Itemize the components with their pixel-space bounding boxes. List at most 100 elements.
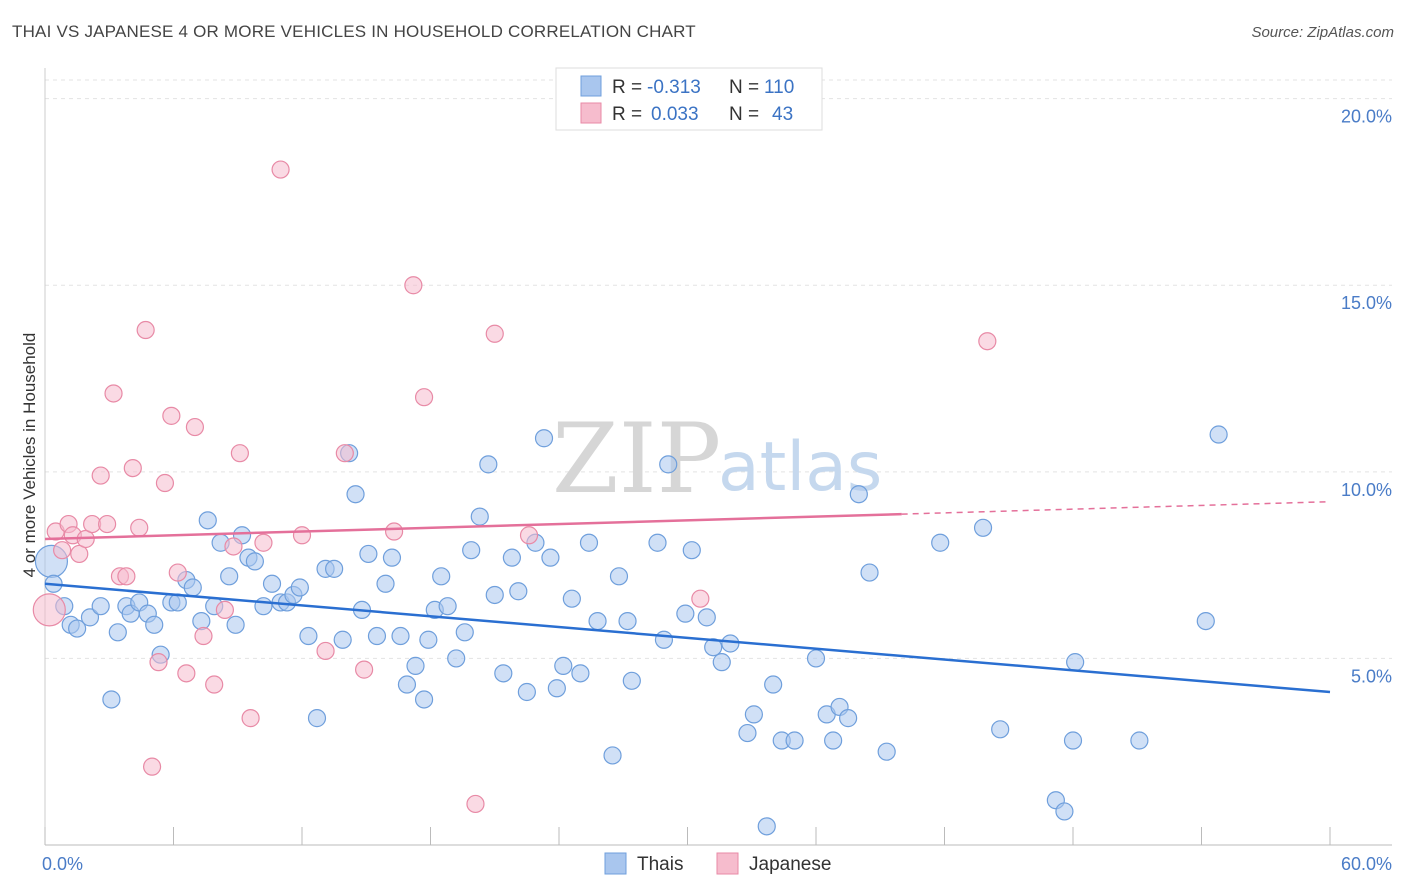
data-point-japanese [355,660,374,679]
data-point-japanese [32,593,66,627]
data-point-thais [367,626,387,646]
data-point-thais [839,709,858,728]
data-point-japanese [91,466,110,485]
data-point-japanese [162,406,181,425]
legend-n-label-thais: N = [729,77,759,98]
data-point-thais [517,682,536,702]
data-point-thais [494,664,513,683]
data-point-thais [376,574,395,593]
trend-line-japanese [44,512,902,541]
data-point-thais [333,630,352,649]
data-point-japanese [123,458,142,478]
data-point-thais [108,623,127,642]
data-point-thais [226,615,245,634]
data-point-japanese [98,514,117,534]
data-point-thais [290,578,309,597]
data-point-thais [785,731,804,750]
data-point-thais [479,455,498,474]
data-point-thais [91,597,110,616]
x-tick-label-max: 60.0% [1341,854,1392,874]
y-tick-label: 5.0% [1351,666,1392,686]
data-point-thais [622,671,641,690]
data-point-thais [659,455,678,474]
data-point-thais [764,675,783,694]
data-point-thais [682,541,701,560]
data-point-japanese [215,600,234,620]
legend-n-value-japanese: 43 [772,104,793,125]
data-point-japanese [335,444,354,463]
data-point-thais [299,626,318,646]
data-point-thais [806,649,826,668]
data-point-japanese [117,567,136,586]
legend-r-label-japanese: R = [612,104,642,125]
data-point-thais [721,634,740,653]
data-point-thais [579,533,599,552]
data-point-thais [391,626,410,646]
data-point-thais [738,723,757,743]
data-point-thais [991,720,1010,739]
data-point-thais [145,615,164,634]
data-point-thais [603,746,622,765]
data-point-thais [609,567,629,586]
data-point-thais [432,567,451,586]
legend-n-label-japanese: N = [729,104,759,125]
data-point-japanese [485,324,504,343]
data-point-thais [676,604,695,623]
series-swatch-japanese [716,852,739,875]
data-point-thais [414,690,434,709]
data-point-thais [704,638,723,657]
legend-r-value-thais: -0.313 [647,77,701,98]
data-point-japanese [254,533,273,552]
data-point-thais [860,563,879,582]
series-swatch-thais [604,852,627,875]
data-point-thais [254,597,273,616]
data-point-japanese [691,589,710,608]
data-point-thais [470,507,489,526]
data-point-thais [447,649,466,668]
trend-line-thais [44,582,1331,694]
data-point-thais [502,548,521,567]
data-point-japanese [384,522,404,541]
data-point-japanese [104,384,123,403]
data-point-thais [509,582,528,601]
correlation-legend: R = -0.313 N = 110 R = 0.033 N = 43 [555,67,823,131]
y-axis-label: 4 or more Vehicles in Household [20,333,39,578]
data-points [32,160,1228,836]
y-tick-label: 15.0% [1341,293,1392,313]
data-point-thais [80,608,100,627]
y-tick-label: 10.0% [1341,480,1392,500]
data-point-thais [397,675,417,694]
data-point-thais [1055,802,1074,821]
legend-swatch-japanese [580,102,602,124]
chart-source: Source: ZipAtlas.com [1251,24,1394,41]
data-point-japanese [168,563,187,582]
data-point-japanese [194,626,213,646]
data-point-japanese [224,537,243,556]
data-point-thais [438,597,457,616]
data-point-thais [973,518,993,537]
data-point-thais [325,559,344,578]
data-point-thais [183,578,202,597]
axes [44,68,1392,846]
data-point-thais [1196,611,1215,631]
legend-r-label-thais: R = [612,77,642,98]
series-label-japanese: Japanese [749,854,831,875]
data-point-thais [1130,731,1149,750]
data-point-thais [198,511,217,530]
data-point-thais [554,656,573,675]
data-point-japanese [241,709,260,728]
data-point-thais [359,544,378,564]
data-point-thais [712,653,731,672]
data-point-japanese [466,794,485,814]
data-point-thais [654,630,674,649]
data-point-japanese [136,320,155,340]
data-point-thais [455,623,474,642]
data-point-thais [541,548,560,567]
data-point-thais [346,485,365,504]
data-point-thais [68,619,87,638]
legend-n-value-thais: 110 [764,77,794,98]
data-point-thais [262,574,282,593]
data-point-thais [562,589,581,608]
data-point-thais [102,690,121,709]
